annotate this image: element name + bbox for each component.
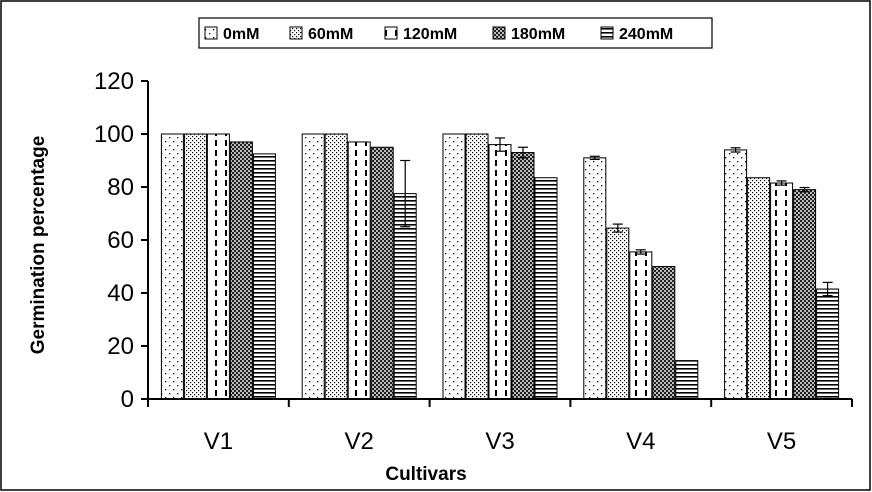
- legend-swatch: [492, 26, 506, 40]
- bar: [465, 133, 489, 400]
- y-tick-label: 0: [121, 386, 134, 413]
- legend-label: 240mM: [619, 26, 673, 43]
- bar: [370, 146, 394, 400]
- bar: [511, 152, 535, 400]
- bar: [442, 133, 466, 400]
- bar: [324, 133, 348, 400]
- bar: [816, 288, 840, 400]
- legend-swatch: [384, 26, 398, 40]
- legend-box: [198, 17, 713, 49]
- bar: [652, 266, 676, 400]
- bar: [252, 153, 276, 400]
- y-tick-label: 60: [107, 227, 134, 254]
- bar: [629, 251, 653, 400]
- bar: [770, 182, 794, 400]
- x-tick-label: V1: [204, 428, 233, 455]
- legend: 0mM 60mM 120mM 180mM 240mM: [198, 17, 713, 49]
- legend-swatch: [204, 26, 218, 40]
- x-tick-label: V2: [345, 428, 374, 455]
- bar: [229, 141, 253, 400]
- bar: [488, 144, 512, 400]
- bar: [606, 227, 630, 400]
- y-axis: 0 20 40 60 80 100 120: [94, 68, 149, 413]
- bar: [534, 177, 558, 400]
- legend-label: 0mM: [223, 26, 259, 43]
- y-tick-label: 120: [94, 68, 134, 95]
- y-tick-label: 20: [107, 333, 134, 360]
- x-axis: V1 V2 V3 V4 V5: [147, 398, 853, 455]
- legend-label: 120mM: [403, 26, 457, 43]
- legend-swatch: [600, 26, 614, 40]
- x-axis-title: Cultivars: [385, 464, 466, 485]
- bar: [724, 149, 748, 400]
- x-tick-label: V3: [485, 428, 514, 455]
- bar: [675, 360, 699, 400]
- y-tick-label: 40: [107, 280, 134, 307]
- bar: [183, 133, 207, 400]
- legend-label: 60mM: [308, 26, 353, 43]
- bar: [347, 141, 371, 400]
- y-tick-label: 100: [94, 121, 134, 148]
- bar: [206, 133, 230, 400]
- x-tick-label: V4: [626, 428, 655, 455]
- bar: [793, 189, 817, 400]
- y-axis-title: Germination percentage: [28, 136, 49, 355]
- y-tick-label: 80: [107, 174, 134, 201]
- bar: [160, 133, 184, 400]
- legend-swatch: [289, 26, 303, 40]
- bar: [301, 133, 325, 400]
- bars: [160, 133, 840, 400]
- bar: [747, 177, 771, 400]
- x-tick-label: V5: [767, 428, 796, 455]
- bar: [583, 157, 607, 400]
- legend-label: 180mM: [511, 26, 565, 43]
